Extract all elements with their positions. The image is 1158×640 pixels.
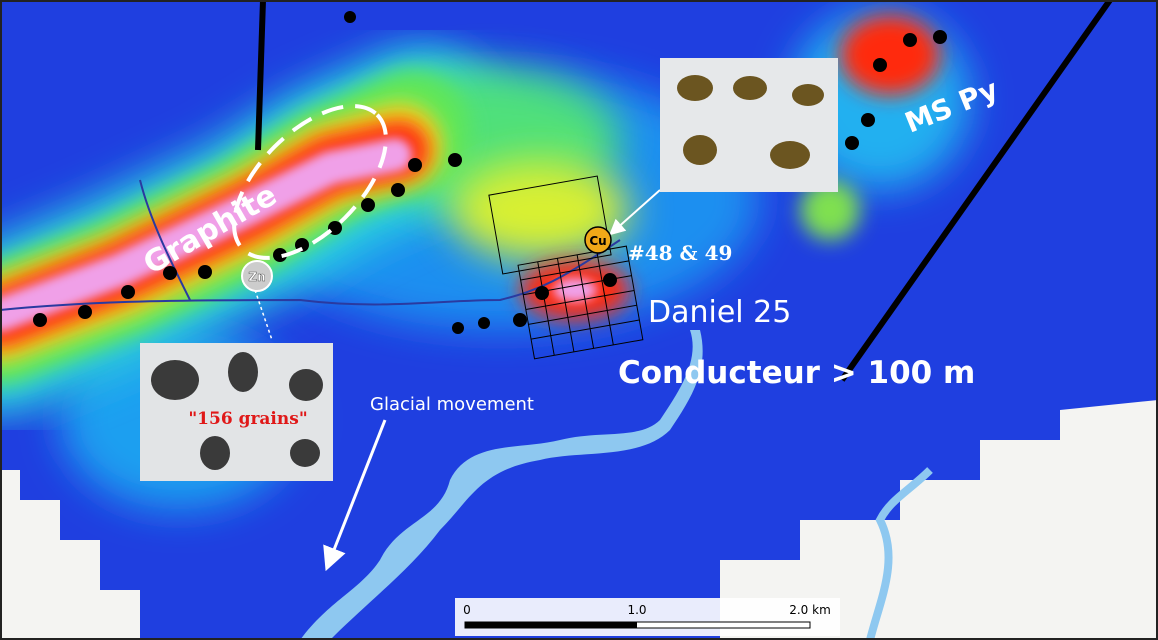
- scale-label: 2.0 km: [789, 603, 831, 617]
- photo: [660, 58, 838, 192]
- scale-bar: 0 1.0 2.0 km: [455, 598, 840, 636]
- label: #48 & 49: [628, 241, 732, 265]
- label: Glacial movement: [370, 394, 534, 415]
- survey-grid: [488, 175, 644, 360]
- mineral-markers: Zn Cu: [241, 226, 612, 292]
- photo-caption: "156 grains": [188, 409, 307, 429]
- marker-label: Zn: [248, 270, 265, 284]
- river: [866, 467, 933, 640]
- photo: "156 grains": [140, 343, 333, 481]
- scale-label: 1.0: [627, 603, 646, 617]
- label: Daniel 25: [648, 295, 791, 330]
- drill-holes: [33, 11, 947, 334]
- land: [0, 400, 1158, 640]
- marker-label: Cu: [589, 234, 606, 248]
- scale-label: 0: [463, 603, 471, 617]
- river: [300, 330, 703, 640]
- label: Conducteur > 100 m: [618, 355, 975, 391]
- indicator-lines: [232, 0, 1113, 572]
